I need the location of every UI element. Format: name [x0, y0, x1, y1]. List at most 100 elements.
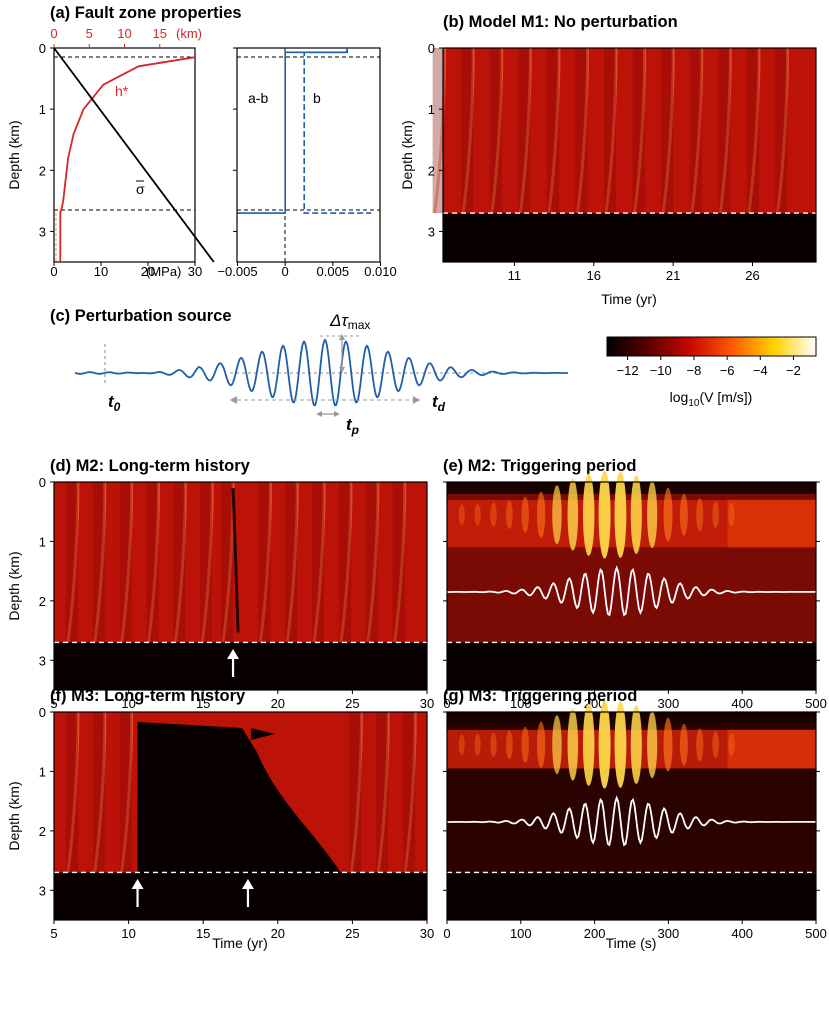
post-rupture-shade	[604, 48, 617, 214]
post-rupture-shade	[461, 48, 474, 214]
rupture-streak	[403, 712, 417, 873]
velocity-pulse	[630, 475, 642, 555]
rupture-streak	[349, 712, 363, 873]
time-tick-label: 26	[745, 268, 759, 283]
rupture-streak	[633, 48, 647, 214]
panel-a-left-frame	[53, 47, 196, 263]
time-tick-label: 300	[658, 696, 680, 711]
time-tick-label: 200	[584, 926, 606, 941]
time-tick-label: 11	[508, 268, 522, 283]
post-rupture-shade	[119, 482, 132, 643]
velocity-pulse	[458, 734, 465, 756]
panel-f-frame	[53, 711, 428, 921]
depth-tick-label: 2	[39, 824, 46, 839]
velocity-pulse	[614, 701, 627, 788]
time-tick-label: 500	[805, 926, 827, 941]
mpa-tick-label: 10	[94, 264, 108, 279]
colorbar-label: log10(V [m/s])	[670, 389, 753, 409]
colorbar-tick-label: −12	[617, 363, 639, 378]
rupture-streak	[461, 48, 475, 214]
rupture-streak	[604, 48, 618, 214]
km-tick-label: 15	[153, 26, 167, 41]
rupture-streak	[747, 48, 761, 214]
b-line	[303, 48, 371, 214]
colorbar-gradient	[606, 336, 817, 357]
b-xlabel: Time (yr)	[601, 291, 656, 307]
km-tick-label: 0	[50, 26, 57, 41]
velocity-pulse	[505, 730, 513, 760]
rupture-streak	[775, 48, 789, 214]
panel-d: 5 10 15 20 25 30 0 1 2 3 Depth (km)	[6, 475, 434, 711]
rupture-streak	[518, 48, 532, 214]
depth-tick-label: 1	[39, 102, 46, 117]
time-tick-label: 100	[510, 696, 532, 711]
velocity-pulse	[598, 700, 611, 789]
rupture-streak	[690, 48, 704, 214]
time-tick-label: 0	[443, 696, 450, 711]
perturbation-waveform	[446, 795, 816, 847]
depth-tick-label: 2	[428, 163, 435, 178]
time-tick-label: 300	[658, 926, 680, 941]
time-tick-label: 15	[196, 926, 210, 941]
depth-tick-label: 3	[39, 653, 46, 668]
post-rupture-shade	[65, 712, 78, 873]
colorbar-tick-label: −10	[650, 363, 672, 378]
a-ylabel: Depth (km)	[6, 120, 22, 189]
creeping-zone	[447, 642, 816, 690]
post-rupture-shade	[349, 712, 362, 873]
rupture-streak	[200, 482, 214, 643]
tp-label: tp	[346, 415, 359, 437]
creeping-zone	[447, 872, 816, 920]
ab-tick-label: −0.005	[217, 264, 257, 279]
velocity-pulse	[552, 715, 562, 775]
time-tick-label: 100	[510, 926, 532, 941]
post-rupture-shade	[119, 712, 132, 873]
panel-a-title: (a) Fault zone properties	[50, 4, 242, 22]
velocity-pulse	[663, 717, 673, 772]
heatmap-background	[443, 48, 816, 214]
post-rupture-shade	[432, 48, 445, 214]
km-unit-label: (km)	[176, 26, 202, 41]
time-tick-label: 15	[196, 696, 210, 711]
post-rupture-shade	[173, 482, 186, 643]
perturbation-waveform	[446, 565, 816, 617]
velocity-pulse	[536, 721, 546, 768]
post-rupture-shade	[312, 482, 325, 643]
velocity-pulse	[582, 473, 595, 556]
perturbation-wavelet	[74, 338, 568, 407]
panel-a-left: h* σ 0 5 10 15 (km) 0 10 20 30 (MPa) 0 1 2 3 Dept…	[6, 26, 215, 279]
velocity-pulse	[712, 501, 719, 529]
velocity-pulse	[598, 470, 611, 559]
rupture-streak	[120, 712, 134, 873]
time-tick-label: 20	[271, 696, 285, 711]
colorbar: −12 −10 −8 −6 −4 −2 log10(V [m/s])	[606, 336, 817, 409]
creeping-zone	[54, 642, 427, 690]
panel-e: 0 100 200 300 400 500	[443, 470, 827, 711]
time-tick-label: 5	[50, 926, 57, 941]
post-rupture-shade	[258, 482, 271, 643]
time-tick-label: 400	[731, 926, 753, 941]
post-rupture-shade	[746, 48, 759, 214]
depth-tick-label: 1	[39, 534, 46, 549]
surface-dark-strip	[447, 482, 816, 494]
panel-e-frame	[446, 481, 817, 691]
b-ylabel: Depth (km)	[399, 120, 415, 189]
panel-d-title: (d) M2: Long-term history	[50, 457, 251, 475]
rupture-streak	[366, 482, 380, 643]
rupture-streak	[661, 48, 675, 214]
rupture-streak	[433, 48, 447, 214]
post-trigger-band	[727, 729, 816, 769]
time-tick-label: 20	[271, 926, 285, 941]
time-tick-label: 10	[121, 696, 135, 711]
colorbar-tick-label: −2	[786, 363, 801, 378]
trigger-arrow-head	[131, 879, 144, 889]
rupture-streak	[146, 482, 160, 643]
time-tick-label: 400	[731, 696, 753, 711]
velocity-pulse	[458, 504, 465, 526]
panel-g-frame	[446, 711, 817, 921]
post-rupture-shade	[661, 48, 674, 214]
rupture-streak	[312, 482, 326, 643]
post-rupture-shade	[689, 48, 702, 214]
post-rupture-shade	[65, 482, 78, 643]
